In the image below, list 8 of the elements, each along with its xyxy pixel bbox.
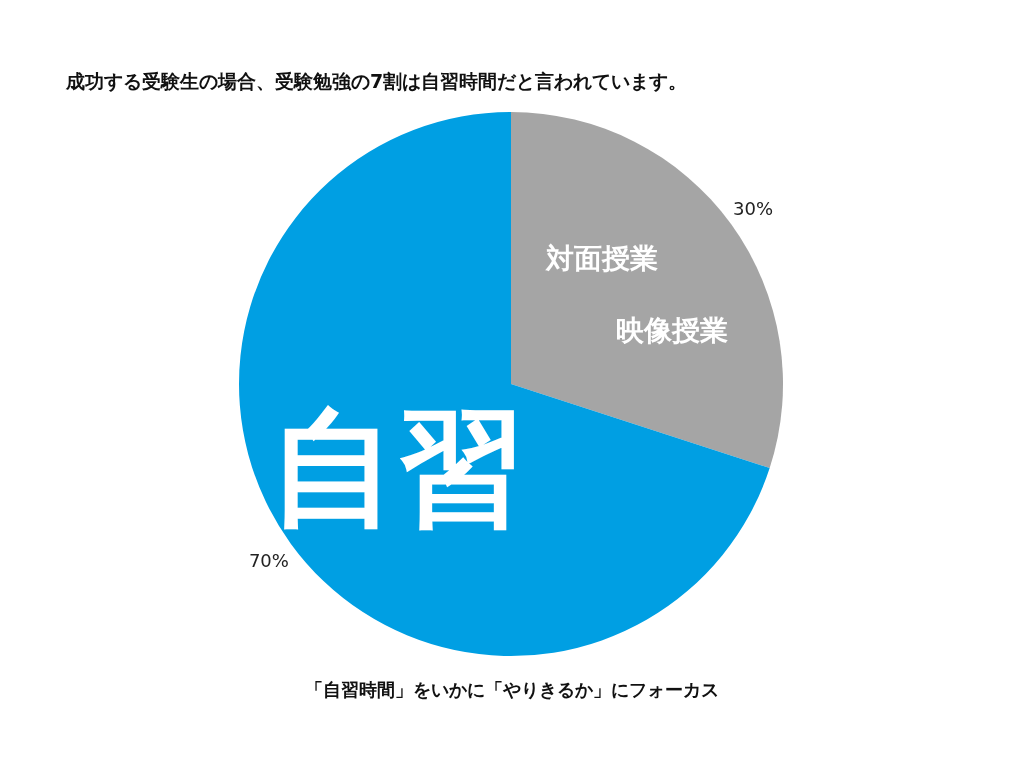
- pie-slice: [239, 112, 770, 656]
- data-label: 30%: [733, 198, 774, 220]
- slice-label: 対面授業: [545, 242, 659, 276]
- slice-label: 自習: [268, 393, 525, 543]
- chart-title: 成功する受験生の場合、受験勉強の7割は自習時間だと言われています。: [65, 70, 688, 92]
- text: 映像授業: [616, 314, 729, 348]
- text: 「自習時間」をいかに「やりきるか」にフォーカス: [305, 679, 719, 700]
- data-label: 70%: [248, 549, 289, 571]
